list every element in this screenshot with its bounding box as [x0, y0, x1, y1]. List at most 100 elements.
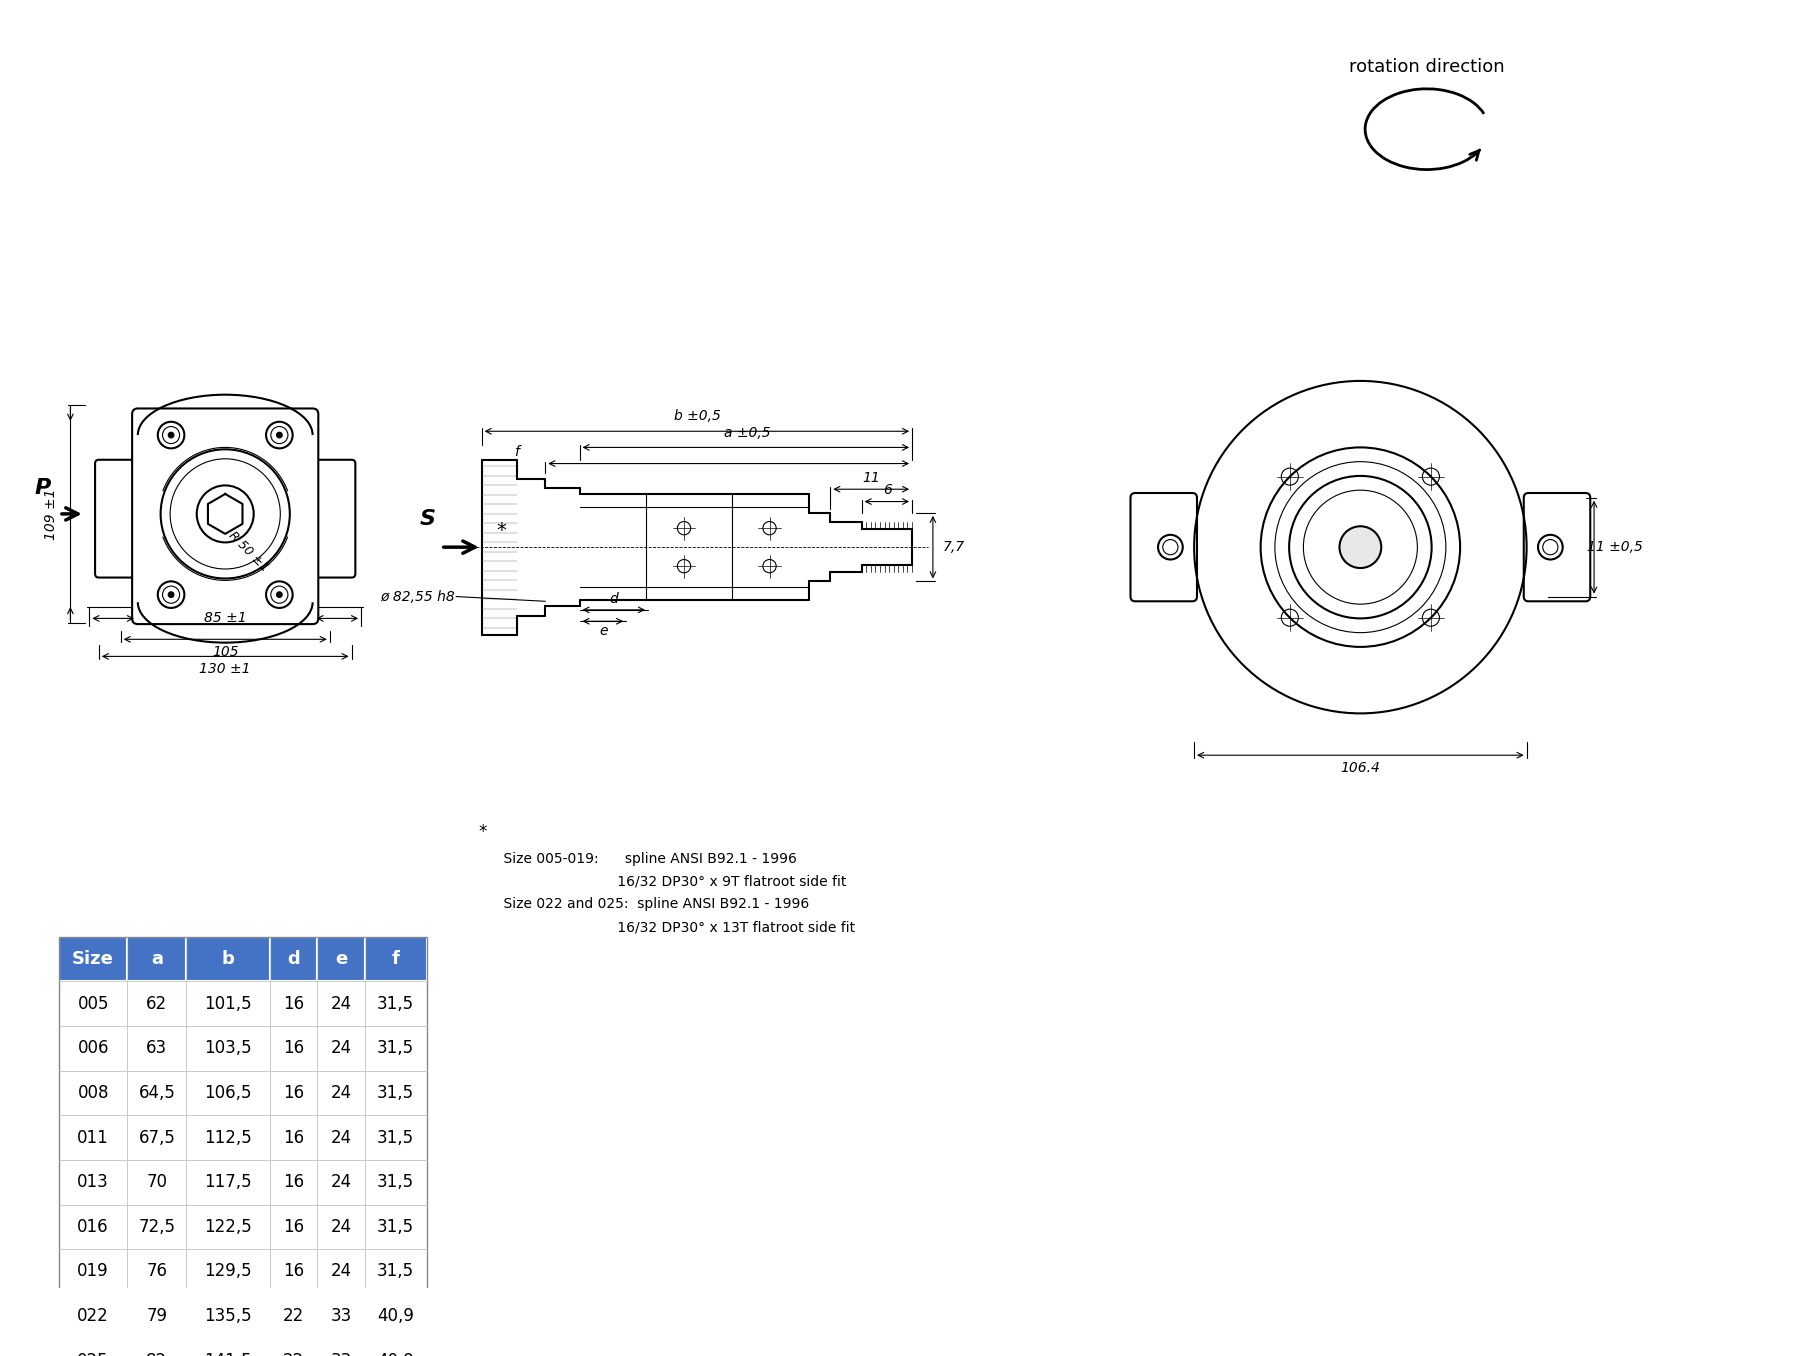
- Text: 013: 013: [77, 1173, 110, 1191]
- Text: 40,9: 40,9: [377, 1307, 415, 1325]
- Text: 16/32 DP30° x 13T flatroot side fit: 16/32 DP30° x 13T flatroot side fit: [487, 921, 855, 934]
- Text: 82: 82: [145, 1352, 167, 1356]
- Circle shape: [277, 433, 282, 438]
- Bar: [318, 1294, 365, 1338]
- Bar: [128, 937, 187, 982]
- Text: 103,5: 103,5: [205, 1039, 251, 1058]
- Bar: [128, 1071, 187, 1115]
- Text: 85 ±1: 85 ±1: [205, 612, 246, 625]
- Text: 22: 22: [284, 1352, 304, 1356]
- Bar: [365, 937, 427, 982]
- Text: 016: 016: [77, 1218, 110, 1235]
- Bar: [59, 1159, 128, 1204]
- Text: *: *: [480, 823, 487, 841]
- Text: 135,5: 135,5: [205, 1307, 251, 1325]
- Text: 11 ±0,5: 11 ±0,5: [1588, 540, 1643, 555]
- Text: d: d: [287, 951, 300, 968]
- Text: 31,5: 31,5: [377, 1218, 415, 1235]
- Text: 16: 16: [284, 1218, 304, 1235]
- FancyBboxPatch shape: [1130, 494, 1196, 601]
- Bar: [269, 1249, 318, 1294]
- Text: 011: 011: [77, 1128, 110, 1147]
- Text: 112,5: 112,5: [205, 1128, 251, 1147]
- Text: Size: Size: [72, 951, 115, 968]
- Text: 005: 005: [77, 994, 110, 1013]
- Text: b: b: [221, 951, 235, 968]
- Text: 106,5: 106,5: [205, 1083, 251, 1102]
- Bar: [269, 1115, 318, 1159]
- Text: 6: 6: [884, 483, 893, 498]
- Text: 16: 16: [284, 1039, 304, 1058]
- Text: 24: 24: [330, 1262, 352, 1280]
- Bar: [269, 1204, 318, 1249]
- Bar: [269, 1294, 318, 1338]
- Text: 67,5: 67,5: [138, 1128, 176, 1147]
- Bar: [128, 1159, 187, 1204]
- Bar: [318, 937, 365, 982]
- Bar: [318, 1249, 365, 1294]
- Bar: [365, 1071, 427, 1115]
- Text: d: d: [609, 593, 618, 606]
- Text: 64,5: 64,5: [138, 1083, 176, 1102]
- Text: 16: 16: [284, 1262, 304, 1280]
- Text: 76: 76: [145, 1262, 167, 1280]
- Bar: [59, 1338, 128, 1356]
- Text: 11: 11: [862, 471, 880, 485]
- Text: 008: 008: [77, 1083, 110, 1102]
- Circle shape: [169, 591, 174, 598]
- Text: 105: 105: [212, 644, 239, 659]
- Text: 101,5: 101,5: [205, 994, 251, 1013]
- Text: P: P: [34, 479, 50, 498]
- Bar: [318, 1071, 365, 1115]
- Text: 022: 022: [77, 1307, 110, 1325]
- Text: Size 022 and 025:  spline ANSI B92.1 - 1996: Size 022 and 025: spline ANSI B92.1 - 19…: [487, 898, 810, 911]
- Text: a: a: [151, 951, 163, 968]
- Text: 117,5: 117,5: [205, 1173, 251, 1191]
- Text: 40,9: 40,9: [377, 1352, 415, 1356]
- Text: a ±0,5: a ±0,5: [724, 426, 770, 441]
- Text: 24: 24: [330, 1039, 352, 1058]
- FancyBboxPatch shape: [305, 460, 356, 578]
- Text: 106.4: 106.4: [1340, 762, 1381, 776]
- Bar: [59, 1071, 128, 1115]
- Text: e: e: [600, 624, 607, 637]
- Text: 79: 79: [145, 1307, 167, 1325]
- Bar: [128, 1204, 187, 1249]
- Bar: [128, 1338, 187, 1356]
- Bar: [318, 1115, 365, 1159]
- Bar: [187, 1026, 269, 1071]
- Text: e: e: [336, 951, 347, 968]
- Bar: [318, 1026, 365, 1071]
- Text: 130 ±1: 130 ±1: [199, 662, 251, 675]
- Text: 16: 16: [284, 1173, 304, 1191]
- Text: 16/32 DP30° x 9T flatroot side fit: 16/32 DP30° x 9T flatroot side fit: [487, 875, 848, 888]
- Bar: [128, 1249, 187, 1294]
- Bar: [318, 982, 365, 1026]
- FancyBboxPatch shape: [95, 460, 145, 578]
- Text: 141,5: 141,5: [205, 1352, 251, 1356]
- Text: 63: 63: [145, 1039, 167, 1058]
- Text: rotation direction: rotation direction: [1349, 58, 1505, 76]
- Text: 31,5: 31,5: [377, 1173, 415, 1191]
- Bar: [187, 1071, 269, 1115]
- Bar: [128, 1294, 187, 1338]
- Bar: [365, 1115, 427, 1159]
- Bar: [365, 1338, 427, 1356]
- Bar: [365, 1026, 427, 1071]
- Text: 31,5: 31,5: [377, 994, 415, 1013]
- Text: 33: 33: [330, 1352, 352, 1356]
- Text: 006: 006: [77, 1039, 110, 1058]
- Bar: [59, 1249, 128, 1294]
- Bar: [59, 982, 128, 1026]
- Text: 16: 16: [284, 994, 304, 1013]
- Text: 31,5: 31,5: [377, 1083, 415, 1102]
- Text: 24: 24: [330, 1173, 352, 1191]
- Text: 122,5: 122,5: [205, 1218, 251, 1235]
- Bar: [365, 982, 427, 1026]
- Bar: [187, 1249, 269, 1294]
- Bar: [318, 1338, 365, 1356]
- Bar: [59, 1204, 128, 1249]
- Text: 24: 24: [330, 1083, 352, 1102]
- Text: 129,5: 129,5: [205, 1262, 251, 1280]
- Bar: [187, 937, 269, 982]
